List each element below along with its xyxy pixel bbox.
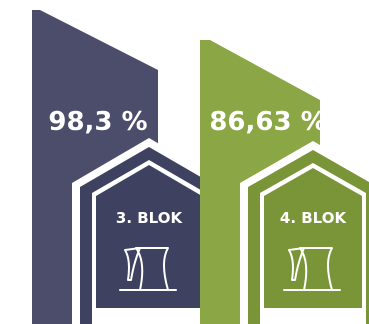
block-3-group: 98,3 % 3. BLOK — [32, 10, 226, 324]
cooling-tower-icon — [119, 247, 177, 291]
block-4-group: 86,63 % 4. BLOK — [200, 40, 369, 324]
block-3-house-panel — [96, 165, 202, 308]
block-4-house-panel — [264, 168, 362, 308]
block-3-percentage: 98,3 % — [48, 107, 147, 137]
block-4-label: 4. BLOK — [280, 209, 348, 227]
block-3-label: 3. BLOK — [116, 209, 184, 227]
block-4-percentage: 86,63 % — [209, 107, 326, 137]
cooling-tower-icon — [283, 247, 341, 291]
